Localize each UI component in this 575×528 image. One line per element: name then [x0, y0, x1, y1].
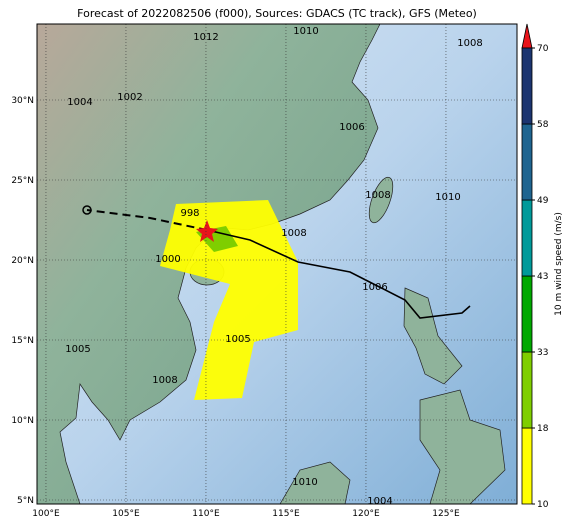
- colorbar-segment: [521, 47, 533, 125]
- track-point: [82, 205, 92, 215]
- colorbar-extend: [521, 23, 533, 49]
- map-frame: [36, 23, 518, 505]
- y-tick-label: 10°N: [11, 416, 34, 426]
- wind-zone-yellow: [160, 200, 298, 400]
- title: Forecast of 2022082506 (f000), Sources: …: [77, 7, 477, 20]
- colorbar-tick-label: 10: [537, 500, 549, 510]
- taiwan: [368, 176, 394, 224]
- isobar-label: 1008: [281, 228, 306, 239]
- tc-position: [196, 220, 218, 242]
- colorbar-segment: [521, 199, 533, 277]
- y-tick-label: 15°N: [11, 336, 34, 346]
- colorbar-segment: [521, 123, 533, 201]
- isobar-labels: 1012 1010 1008 1006 1002 1004 1000 998 1008 1005 1…: [65, 26, 482, 507]
- colorbar-label: 10 m wind speed (m/s): [554, 212, 564, 316]
- colorbar-tick-label: 18: [537, 424, 549, 434]
- colorbar-tick-label: 49: [537, 196, 549, 206]
- x-tick-label: 105°E: [112, 509, 140, 519]
- luzon: [403, 287, 463, 385]
- x-tick-label: 120°E: [352, 509, 380, 519]
- y-tick-label: 30°N: [11, 96, 34, 106]
- colorbar-tick-label: 58: [537, 120, 549, 130]
- y-tick-label: 20°N: [11, 256, 34, 266]
- axis-labels: 100°E 105°E 110°E 115°E 120°E 125°E 5°N 10°N 15°…: [11, 96, 460, 519]
- x-tick-label: 115°E: [272, 509, 300, 519]
- y-tick-label: 25°N: [11, 176, 34, 186]
- isobar-label: 1006: [362, 282, 387, 293]
- map: 1012 1010 1008 1006 1002 1004 1000 998 1008 1005 1…: [37, 24, 517, 507]
- isobar-label: 1005: [225, 334, 250, 345]
- x-tick-label: 110°E: [192, 509, 220, 519]
- isobar-label: 1008: [365, 190, 390, 201]
- colorbar-segment: [521, 427, 533, 505]
- isobar-label: 998: [180, 208, 199, 219]
- isobar-label: 1008: [457, 38, 482, 49]
- isobar-label: 1010: [435, 192, 460, 203]
- tc-track: [206, 229, 471, 319]
- colorbar-tick-label: 70: [537, 44, 549, 54]
- colorbar-segment: [521, 351, 533, 429]
- isobar-label: 1004: [367, 496, 392, 507]
- philippines-south: [419, 389, 506, 504]
- isobar-label: 1002: [117, 92, 142, 103]
- colorbar: 10 18 33 43 49 58 70: [521, 23, 549, 510]
- isobar-label: 1005: [65, 344, 90, 355]
- colorbar-tick-label: 43: [537, 272, 548, 282]
- isobar-label: 1000: [155, 254, 180, 265]
- isobar-label: 1004: [67, 97, 92, 108]
- isobar-label: 1006: [339, 122, 364, 133]
- y-tick-label: 5°N: [17, 496, 34, 506]
- isobar-label: 1008: [152, 375, 177, 386]
- isobar-label: 1010: [293, 26, 318, 37]
- isobar-label: 1010: [292, 477, 317, 488]
- colorbar-tick-label: 33: [537, 348, 548, 358]
- colorbar-segment: [521, 275, 533, 353]
- tc-forecast-track: [86, 209, 208, 231]
- borneo: [279, 461, 351, 504]
- isobar-label: 1012: [193, 32, 218, 43]
- x-tick-label: 100°E: [32, 509, 60, 519]
- graticule: [37, 24, 517, 504]
- x-tick-label: 125°E: [432, 509, 460, 519]
